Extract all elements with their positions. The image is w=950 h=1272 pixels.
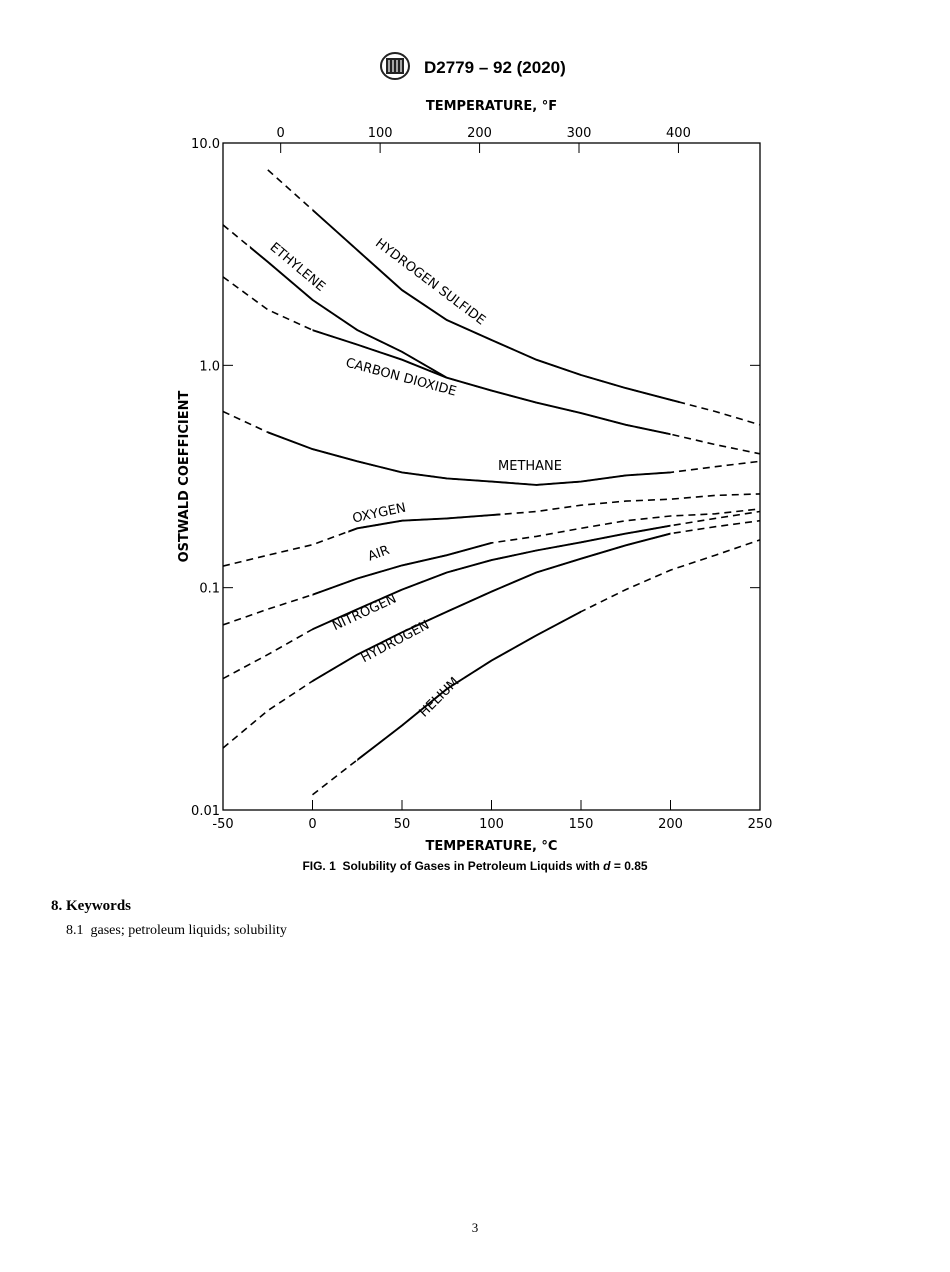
- section-heading: 8. Keywords: [51, 898, 131, 914]
- x2-tick-label: 400: [666, 126, 691, 141]
- x2-tick-label: 300: [567, 126, 592, 141]
- x2-tick-label: 0: [277, 126, 285, 141]
- series-group: [223, 410, 760, 486]
- series-line-dashed: [312, 539, 760, 796]
- y-tick-label: 0.01: [191, 804, 220, 819]
- series-line-dashed: [223, 410, 760, 486]
- series-line-dashed: [223, 510, 760, 680]
- x-axis-title: TEMPERATURE, °C: [426, 839, 558, 854]
- series-group: [223, 510, 760, 680]
- chart: 0.01 0.1 1.0 10.0 -50 0 50 100 150 200 250 0 100 200 3…: [177, 99, 773, 854]
- caption-var: d: [603, 859, 611, 873]
- x-tick-label: 150: [569, 817, 594, 832]
- y-tick-label: 1.0: [199, 359, 220, 374]
- series-group: [223, 493, 760, 567]
- series-line-solid: [357, 610, 581, 762]
- plot-frame: [222, 142, 761, 811]
- page-number: 3: [471, 1220, 479, 1235]
- y-axis-title: OSTWALD COEFFICIENT: [177, 390, 192, 562]
- caption-label: FIG. 1: [302, 859, 336, 873]
- series-label: METHANE: [498, 459, 562, 474]
- series-line-solid: [249, 245, 447, 379]
- series-label: OXYGEN: [351, 501, 407, 527]
- x-tick-label: 250: [748, 817, 773, 832]
- x-tick-label: -50: [212, 817, 233, 832]
- series-line-dashed: [223, 276, 760, 455]
- series-line-solid: [348, 513, 501, 533]
- caption-rest: = 0.85: [613, 859, 648, 873]
- series-group: [267, 169, 760, 426]
- x-tick-label: 100: [479, 817, 504, 832]
- series-group: [312, 539, 760, 796]
- x-tick-label: 200: [658, 817, 683, 832]
- series-label: CARBON DIOXIDE: [344, 356, 458, 400]
- x2-tick-label: 100: [368, 126, 393, 141]
- series-line-solid: [267, 431, 671, 486]
- series-group: [223, 224, 448, 379]
- series-label: AIR: [366, 543, 392, 565]
- series-line-dashed: [267, 169, 760, 426]
- series-label: HYDROGEN SULFIDE: [372, 236, 488, 328]
- series-line-dashed: [223, 519, 760, 749]
- series-group: [223, 508, 760, 626]
- y-tick-label: 10.0: [191, 137, 220, 152]
- x2-axis-title: TEMPERATURE, °F: [426, 99, 557, 114]
- series-line-solid: [312, 524, 671, 631]
- caption-text: Solubility of Gases in Petroleum Liquids…: [342, 859, 600, 873]
- x-tick-label: 0: [308, 817, 316, 832]
- series-line-solid: [312, 208, 680, 404]
- astm-logo: [380, 52, 410, 80]
- series-line-solid: [312, 532, 671, 683]
- series-line-solid: [312, 329, 671, 436]
- x2-tick-label: 200: [467, 126, 492, 141]
- series-group: [223, 519, 760, 749]
- series-group: [223, 276, 760, 455]
- paragraph: 8.1 gases; petroleum liquids; solubility: [66, 923, 287, 938]
- series-label: HELIUM: [417, 675, 463, 721]
- series-label: HYDROGEN: [359, 618, 432, 666]
- header: D2779 – 92 (2020): [378, 52, 638, 82]
- doc-title: D2779 – 92 (2020): [424, 58, 566, 77]
- figure-caption: FIG. 1 Solubility of Gases in Petroleum …: [0, 859, 950, 873]
- x-tick-label: 50: [394, 817, 411, 832]
- series-label: NITROGEN: [330, 591, 399, 634]
- y-tick-label: 0.1: [199, 582, 220, 597]
- series-line-dashed: [223, 493, 760, 567]
